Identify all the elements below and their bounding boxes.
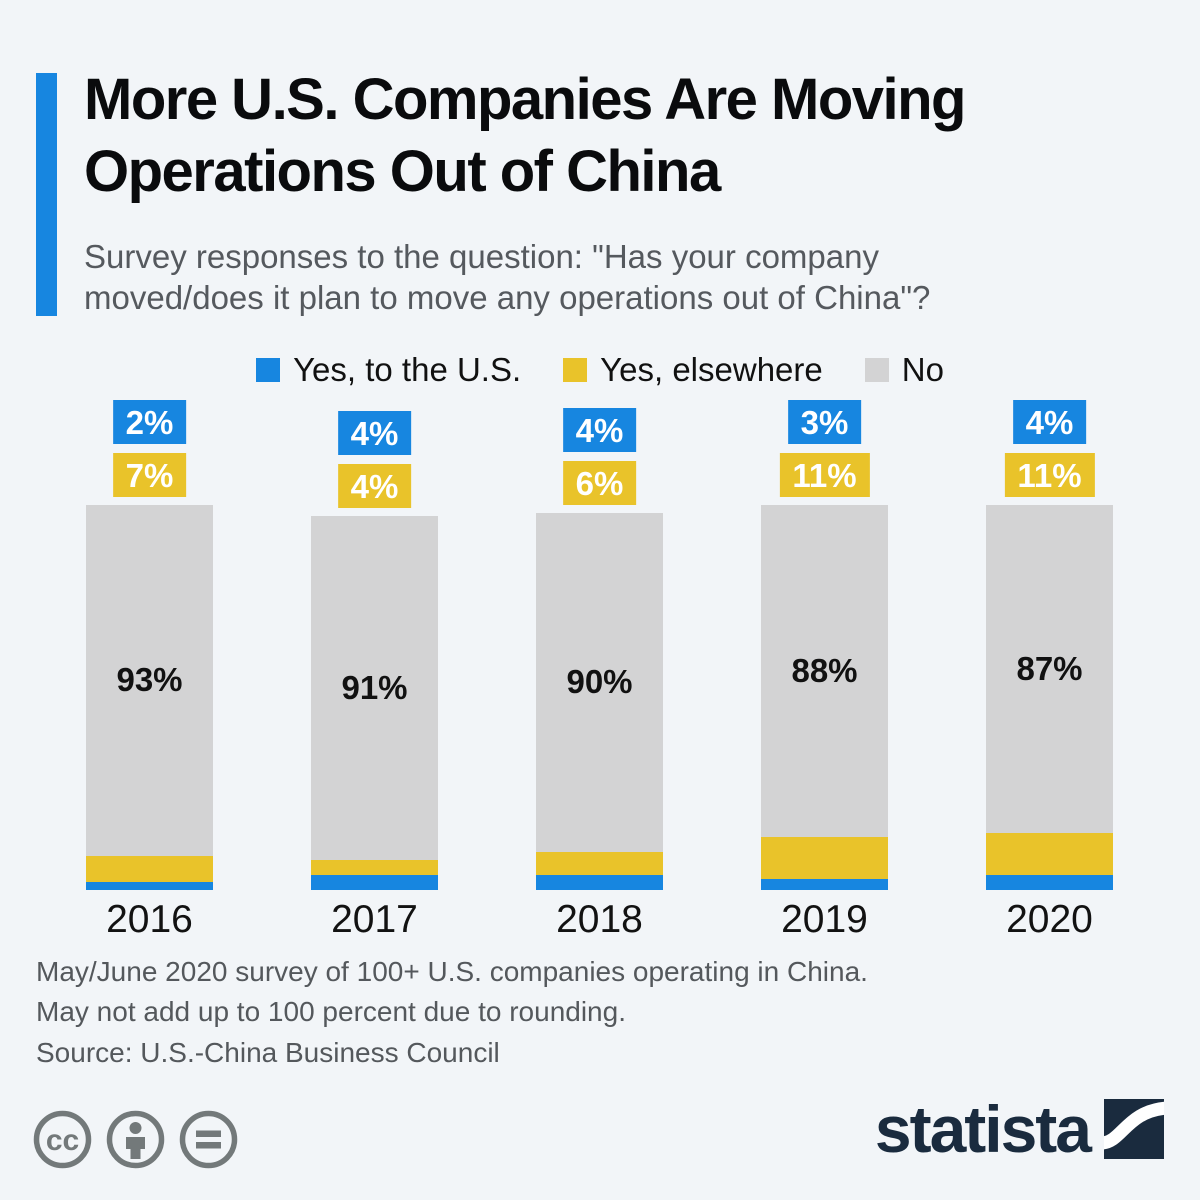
license-icons: cc (33, 1110, 238, 1169)
yes-elsewhere-value-label: 6% (562, 460, 637, 505)
chart-legend: Yes, to the U.S. Yes, elsewhere No (0, 351, 1200, 389)
svg-text:cc: cc (46, 1124, 79, 1157)
statista-branding: statista (875, 1096, 1164, 1162)
title-line-2: Operations Out of China (84, 139, 721, 204)
yes-us-value-label: 4% (337, 411, 412, 456)
x-axis-category-label: 2016 (106, 898, 193, 941)
x-axis-category-label: 2020 (1006, 898, 1093, 941)
legend-item-no: No (864, 351, 944, 389)
legend-label-yes-elsewhere: Yes, elsewhere (600, 351, 823, 388)
footnote: May/June 2020 survey of 100+ U.S. compan… (36, 952, 1036, 1073)
no-value-label: 93% (116, 661, 183, 699)
bar-segment-yes-elsewhere (536, 852, 663, 875)
legend-swatch-yellow (563, 358, 588, 382)
yes-us-value-label: 4% (1012, 399, 1087, 444)
bar-segment-yes-elsewhere (86, 856, 213, 883)
yes-elsewhere-value-label: 11% (1004, 452, 1095, 497)
yes-us-value-label: 2% (112, 399, 187, 444)
subtitle: Survey responses to the question: "Has y… (84, 236, 1184, 318)
legend-swatch-gray (864, 358, 889, 382)
bar-segment-yes-elsewhere (761, 837, 888, 879)
attribution-person-icon (106, 1110, 165, 1169)
subtitle-line-1: Survey responses to the question: "Has y… (84, 238, 879, 275)
statista-logo-icon (1104, 1099, 1164, 1159)
statista-wordmark: statista (874, 1092, 1092, 1166)
no-value-label: 91% (341, 669, 408, 707)
bar-segment-yes-us (311, 874, 438, 890)
no-derivatives-icon (179, 1110, 238, 1169)
bar-segment-no (86, 504, 213, 856)
legend-label-no: No (901, 351, 944, 388)
legend-item-yes-elsewhere: Yes, elsewhere (563, 351, 823, 389)
yes-elsewhere-value-label: 7% (112, 452, 187, 497)
bar-segment-yes-elsewhere (311, 859, 438, 875)
legend-swatch-blue (256, 358, 281, 382)
bar-segment-yes-us (986, 874, 1113, 890)
bar-segment-no (986, 504, 1113, 834)
legend-item-yes-us: Yes, to the U.S. (256, 351, 521, 389)
x-axis-category-label: 2017 (331, 898, 418, 941)
footnote-line-1: May/June 2020 survey of 100+ U.S. compan… (36, 956, 868, 987)
bar-segment-yes-us (761, 878, 888, 890)
bar-segment-no (536, 512, 663, 853)
bar-segment-yes-us (536, 874, 663, 890)
bar-segment-no (761, 504, 888, 838)
yes-elsewhere-value-label: 4% (337, 464, 412, 509)
x-axis-category-label: 2018 (556, 898, 643, 941)
footnote-line-2: May not add up to 100 percent due to rou… (36, 996, 626, 1027)
yes-us-value-label: 4% (562, 407, 637, 452)
source-line: Source: U.S.-China Business Council (36, 1037, 500, 1068)
bar-segment-yes-elsewhere (986, 833, 1113, 875)
title-line-1: More U.S. Companies Are Moving (84, 67, 967, 132)
no-value-label: 90% (566, 663, 633, 701)
bar-segment-no (311, 516, 438, 860)
no-value-label: 87% (1016, 650, 1083, 688)
page-title: More U.S. Companies Are Moving Operations… (84, 64, 1184, 208)
cc-icon: cc (33, 1110, 92, 1169)
yes-elsewhere-value-label: 11% (779, 452, 870, 497)
x-axis-category-label: 2019 (781, 898, 868, 941)
yes-us-value-label: 3% (787, 399, 862, 444)
bar-segment-yes-us (86, 882, 213, 890)
legend-label-yes-us: Yes, to the U.S. (293, 351, 522, 388)
title-accent-bar (36, 73, 57, 316)
no-value-label: 88% (791, 652, 858, 690)
subtitle-line-2: moved/does it plan to move any operation… (84, 279, 931, 316)
